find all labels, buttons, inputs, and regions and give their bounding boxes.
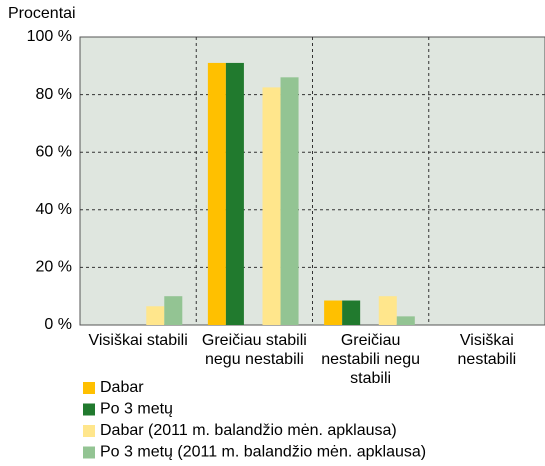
bar [324,300,343,325]
bar [378,296,397,325]
x-tick-label: Greičiau stabili negu nestabili [201,332,307,368]
legend-swatch [83,446,95,459]
x-tick-label: Greičiau nestabili negu stabili [321,332,420,387]
legend-label: Po 3 metų [100,401,173,418]
y-tick-label: 0 % [44,316,72,333]
bar [225,62,244,326]
y-tick-label: 80 % [36,86,72,103]
y-tick-label: 20 % [36,259,72,276]
legend-label: Po 3 metų (2011 m. balandžio mėn. apklau… [100,444,426,461]
x-tick-label: Visiškai nestabili [457,332,517,368]
bar [342,300,361,325]
bar [280,77,299,325]
bar [207,62,226,326]
legend-label: Dabar [100,379,144,396]
bar [262,87,281,326]
legend-swatch [83,382,95,394]
y-tick-label: 40 % [36,201,72,218]
y-axis-label: Procentai [8,5,76,22]
y-tick-label: 60 % [36,143,72,160]
bar [164,296,183,325]
legend-label: Dabar (2011 m. balandžio mėn. apklausa) [100,422,397,439]
legend-swatch [83,425,95,437]
y-tick-label: 100 % [27,28,72,45]
bar [146,306,165,325]
bar [396,316,415,325]
x-tick-label: Visiškai stabili [88,332,188,349]
legend-swatch [83,403,95,416]
